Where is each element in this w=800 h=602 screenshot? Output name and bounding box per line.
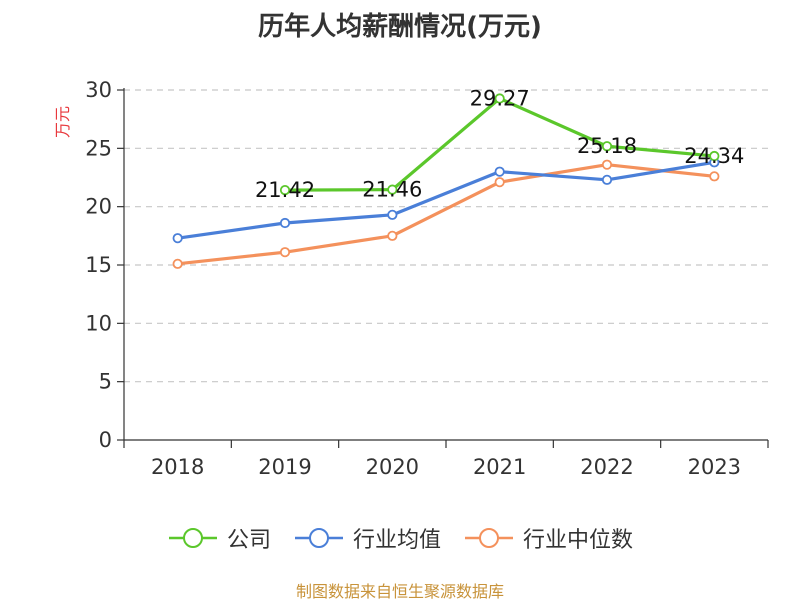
x-tick-label: 2019 bbox=[258, 455, 311, 479]
y-axis-label: 万元 bbox=[53, 106, 72, 138]
legend: 公司 行业均值 行业中位数 bbox=[0, 518, 800, 558]
legend-line-marker-icon bbox=[465, 528, 513, 548]
chart-title: 历年人均薪酬情况(万元) bbox=[258, 12, 542, 42]
legend-marker bbox=[479, 528, 499, 548]
x-tick-label: 2020 bbox=[366, 455, 419, 479]
axis-layer: 0 5 10 15 20 25 30 2018 2019 2020 2021 2022 2023 万元 bbox=[53, 78, 769, 479]
data-label: 29.27 bbox=[470, 87, 530, 111]
legend-item-industry_median[interactable]: 行业中位数 bbox=[463, 522, 633, 554]
series-line-industry_avg bbox=[176, 160, 716, 240]
data-point-industry_median bbox=[387, 230, 398, 241]
x-tick-label: 2022 bbox=[580, 455, 633, 479]
series-line-industry_median bbox=[176, 163, 716, 266]
data-point-industry_avg bbox=[387, 209, 398, 220]
data-label: 25.18 bbox=[577, 134, 637, 158]
data-point-industry_median bbox=[279, 247, 291, 258]
data-point-industry_avg bbox=[172, 233, 183, 244]
legend-line-marker-icon bbox=[168, 528, 217, 548]
x-tick-label: 2023 bbox=[688, 455, 741, 479]
source-note: 制图数据来自恒生聚源数据库 bbox=[295, 582, 504, 601]
grid-layer bbox=[124, 89, 768, 383]
y-tick-label: 20 bbox=[85, 195, 112, 219]
data-point-company bbox=[601, 141, 613, 152]
data-label: 21.42 bbox=[255, 178, 315, 202]
data-point-industry_avg bbox=[494, 166, 505, 177]
legend-line-marker-icon bbox=[294, 528, 343, 548]
data-point-company bbox=[709, 150, 720, 162]
legend-item-industry_avg[interactable]: 行业均值 bbox=[293, 522, 441, 554]
data-point-industry_median bbox=[709, 171, 720, 182]
data-point-industry_avg bbox=[279, 217, 291, 229]
series-layer bbox=[172, 93, 720, 269]
data-point-company bbox=[494, 93, 505, 104]
label-layer: 21.42 21.46 29.27 25.18 24.34 bbox=[255, 87, 744, 203]
data-point-industry_median bbox=[172, 258, 183, 269]
legend-marker bbox=[182, 528, 203, 548]
data-point-company bbox=[387, 184, 398, 195]
y-tick-label: 25 bbox=[85, 136, 112, 160]
data-point-company bbox=[279, 185, 291, 196]
legend-item-company[interactable]: 公司 bbox=[167, 522, 271, 554]
data-point-industry_median bbox=[601, 159, 613, 170]
legend-marker bbox=[308, 528, 329, 548]
y-tick-label: 10 bbox=[85, 311, 112, 335]
x-tick-label: 2018 bbox=[151, 455, 204, 479]
legend-label: 行业中位数 bbox=[523, 528, 634, 553]
x-tick-label: 2021 bbox=[473, 455, 526, 479]
y-tick-label: 15 bbox=[85, 253, 112, 277]
data-label: 24.34 bbox=[684, 144, 744, 168]
data-point-industry_avg bbox=[601, 174, 613, 185]
data-point-industry_median bbox=[494, 177, 505, 188]
y-tick-label: 0 bbox=[99, 428, 112, 452]
y-tick-label: 5 bbox=[99, 370, 112, 394]
legend-label: 公司 bbox=[226, 528, 271, 553]
legend-label: 行业均值 bbox=[352, 528, 441, 553]
y-tick-label: 30 bbox=[85, 78, 112, 102]
data-label: 21.46 bbox=[362, 178, 422, 202]
